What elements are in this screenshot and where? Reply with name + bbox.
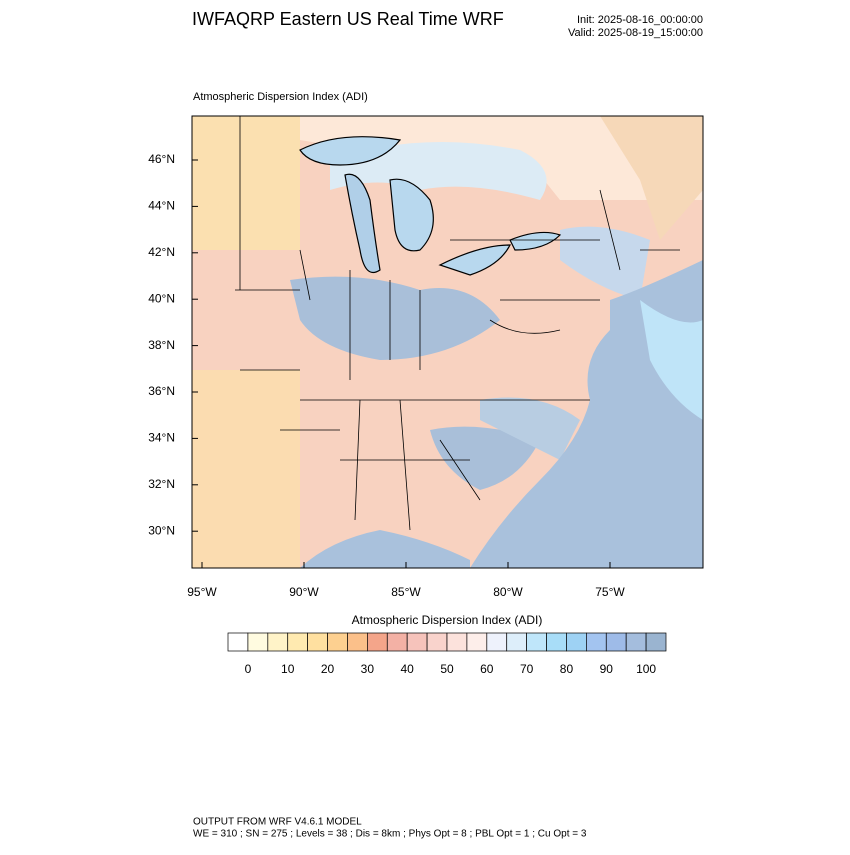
colorbar-box [227, 632, 249, 652]
valid-time: Valid: 2025-08-19_15:00:00 [568, 27, 703, 39]
lon-label: 80°W [493, 585, 523, 599]
colorbar-label: 30 [361, 662, 375, 676]
lat-label: 46°N [148, 152, 175, 166]
colorbar-label: 100 [636, 662, 656, 676]
lon-label: 85°W [391, 585, 421, 599]
lat-label: 40°N [148, 291, 175, 305]
colorbar-box [327, 632, 348, 652]
footer-line: OUTPUT FROM WRF V4.6.1 MODEL [193, 817, 362, 828]
lat-label: 32°N [148, 477, 175, 491]
colorbar-label: 0 [245, 662, 252, 676]
colorbar-label: 80 [560, 662, 574, 676]
map-subtitle: Atmospheric Dispersion Index (ADI) [193, 91, 368, 103]
colorbar-label: 10 [281, 662, 295, 676]
map [191, 115, 704, 569]
colorbar-box [406, 632, 428, 652]
colorbar-label: 70 [520, 662, 534, 676]
colorbar-box [605, 632, 627, 652]
colorbar-box [367, 632, 388, 652]
colorbar-box [526, 632, 547, 652]
colorbar-box [506, 632, 527, 652]
colorbar-box [586, 632, 607, 652]
colorbar-box [247, 632, 269, 652]
colorbar-box [426, 632, 448, 652]
lat-labels: 46°N 44°N 42°N 40°N 38°N 36°N 34°N 32°N 30°N [148, 152, 198, 537]
colorbar-box [625, 632, 647, 652]
colorbar-label: 20 [321, 662, 335, 676]
lat-label: 30°N [148, 523, 175, 537]
lat-label: 42°N [148, 245, 175, 259]
colorbar-box [446, 632, 468, 652]
init-time: Init: 2025-08-16_00:00:00 [577, 14, 703, 26]
footer-line: WE = 310 ; SN = 275 ; Levels = 38 ; Dis … [193, 829, 587, 840]
colorbar-label: 40 [401, 662, 415, 676]
colorbar-box [486, 632, 508, 652]
colorbar-box [566, 632, 587, 652]
lat-label: 38°N [148, 338, 175, 352]
lon-label: 90°W [289, 585, 319, 599]
colorbar-box [267, 632, 289, 652]
colorbar-title: Atmospheric Dispersion Index (ADI) [352, 613, 543, 627]
colorbar-box [287, 632, 308, 652]
colorbar-box [645, 632, 667, 652]
lon-label: 75°W [595, 585, 625, 599]
lat-label: 34°N [148, 431, 175, 445]
lon-labels: 95°W 90°W 85°W 80°W 75°W [187, 562, 625, 599]
colorbar-box [466, 632, 488, 652]
colorbar: 0 10 20 30 40 50 60 70 80 90 100 [227, 632, 667, 676]
colorbar-box [307, 632, 328, 652]
colorbar-label: 60 [480, 662, 494, 676]
lat-label: 44°N [148, 199, 175, 213]
colorbar-box [546, 632, 567, 652]
title: IWFAQRP Eastern US Real Time WRF [192, 9, 504, 29]
lat-label: 36°N [148, 384, 175, 398]
colorbar-box [386, 632, 408, 652]
colorbar-label: 50 [440, 662, 454, 676]
lon-label: 95°W [187, 585, 217, 599]
colorbar-box [347, 632, 368, 652]
colorbar-label: 90 [600, 662, 614, 676]
